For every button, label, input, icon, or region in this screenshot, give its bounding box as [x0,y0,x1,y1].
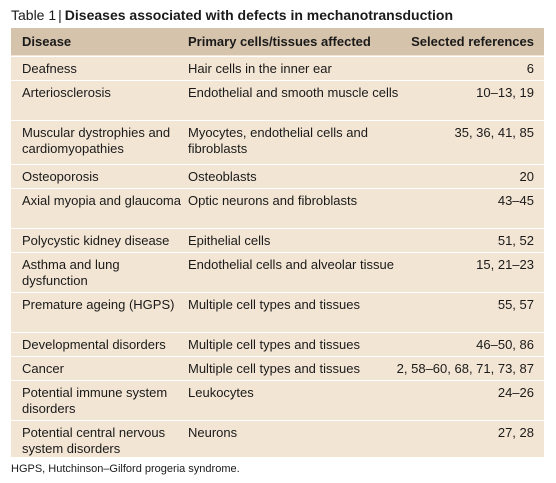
cell-disease: Developmental disorders [22,337,166,352]
caption-separator: | [58,7,62,23]
cell-cells-affected: Optic neurons and fibroblasts [188,193,358,208]
cell-disease: Muscular dystrophies and cardiomyopathie… [22,125,171,156]
cell-cells-affected: Multiple cell types and tissues [188,361,360,376]
table-row: Muscular dystrophies and cardiomyopathie… [11,120,544,165]
cell-disease: Polycystic kidney disease [22,233,170,248]
cell-cells-affected: Hair cells in the inner ear [188,61,332,76]
table-row: Asthma and lung dysfunction Endothelial c… [11,252,544,293]
cell-references: 6 [526,61,534,76]
table-label: Table 1 [11,7,57,23]
cell-disease: Axial myopia and glaucoma [22,193,181,208]
data-table: Disease Primary cells/tissues affected S… [11,28,544,457]
table-row: Osteoporosis Osteoblasts 20 [11,164,544,189]
cell-references: 46–50, 86 [476,337,534,352]
table-row: Deafness Hair cells in the inner ear 6 [11,56,544,81]
table-row: Arteriosclerosis Endothelial and smooth m… [11,80,544,121]
table-footnote: HGPS, Hutchinson–Gilford progeria syndro… [11,463,240,475]
cell-disease: Premature ageing (HGPS) [22,297,175,312]
cell-cells-affected: Leukocytes [188,385,254,400]
cell-references: 27, 28 [497,425,534,440]
cell-cells-affected: Endothelial cells and alveolar tissue [188,257,394,272]
cell-references: 35, 36, 41, 85 [454,125,534,140]
cell-cells-affected: Myocytes, endothelial cells and fibrobla… [188,125,368,156]
table-row: Premature ageing (HGPS) Multiple cell typ… [11,292,544,333]
cell-references: 2, 58–60, 68, 71, 73, 87 [396,361,534,376]
cell-references: 10–13, 19 [476,85,534,100]
cell-references: 24–26 [497,385,534,400]
cell-disease: Arteriosclerosis [22,85,111,100]
table-row: Cancer Multiple cell types and tissues 2, … [11,356,544,381]
cell-disease: Potential immune system disorders [22,385,168,416]
cell-disease: Asthma and lung dysfunction [22,257,120,288]
cell-disease: Potential central nervous system disorde… [22,425,166,456]
cell-cells-affected: Endothelial and smooth muscle cells [188,85,399,100]
table-row: Axial myopia and glaucoma Optic neurons a… [11,188,544,229]
cell-references: 43–45 [497,193,534,208]
cell-references: 51, 52 [497,233,534,248]
column-header-cells: Primary cells/tissues affected [188,34,371,49]
column-header-disease: Disease [22,34,72,49]
cell-cells-affected: Multiple cell types and tissues [188,337,360,352]
column-header-references: Selected references [411,34,534,49]
cell-cells-affected: Osteoblasts [188,169,257,184]
cell-disease: Osteoporosis [22,169,99,184]
cell-references: 20 [519,169,534,184]
table-row: Polycystic kidney disease Epithelial cell… [11,228,544,253]
cell-cells-affected: Multiple cell types and tissues [188,297,360,312]
table-row: Potential central nervous system disorde… [11,420,544,457]
table-title: Diseases associated with defects in mech… [64,7,454,23]
cell-disease: Deafness [22,61,77,76]
table-header-row: Disease Primary cells/tissues affected S… [11,28,544,55]
cell-disease: Cancer [22,361,64,376]
table-row: Developmental disorders Multiple cell typ… [11,332,544,357]
cell-cells-affected: Neurons [188,425,238,440]
table-caption: Table 1 | Diseases associated with defects… [11,6,453,24]
cell-references: 55, 57 [497,297,534,312]
table-row: Potential immune system disorders Leukocy… [11,380,544,421]
cell-cells-affected: Epithelial cells [188,233,271,248]
cell-references: 15, 21–23 [476,257,534,272]
